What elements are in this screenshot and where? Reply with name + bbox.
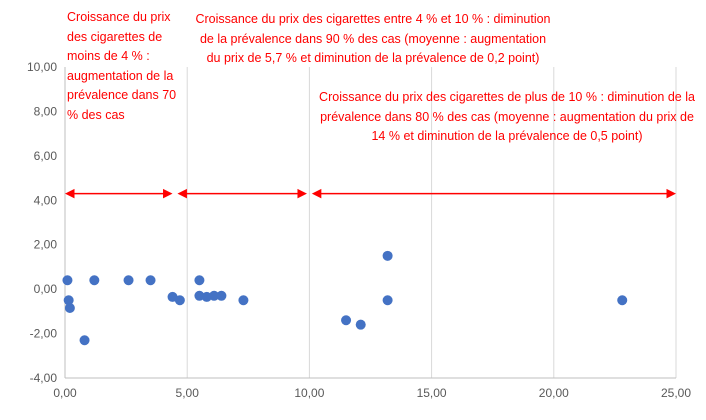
zone-arrow-head-right [163, 188, 173, 199]
y-tick-label: -2,00 [30, 327, 58, 341]
x-tick-label: 10,00 [294, 386, 324, 400]
scatter-point [64, 303, 75, 314]
scatter-point [194, 275, 205, 286]
scatter-point [216, 290, 227, 301]
scatter-point [209, 290, 220, 301]
scatter-point [62, 275, 73, 286]
annotation-growth-over-10pct: Croissance du prix des cigarettes de plu… [319, 90, 695, 143]
x-tick-label: 20,00 [539, 386, 569, 400]
zone-arrow-head-right [666, 188, 676, 199]
zone-arrow-head-left [311, 188, 322, 199]
y-tick-label: 10,00 [27, 60, 57, 74]
y-tick-label: 2,00 [34, 238, 58, 252]
zone-arrow-head-right [297, 188, 307, 199]
y-tick-label: -4,00 [30, 371, 58, 385]
scatter-point [79, 335, 90, 346]
scatter-point [145, 275, 156, 286]
scatter-point [174, 295, 185, 306]
x-tick-label: 25,00 [661, 386, 691, 400]
annotation-growth-under-4pct: Croissance du prix des cigarettes de moi… [67, 10, 177, 122]
scatter-point [123, 275, 134, 286]
y-tick-label: 6,00 [34, 149, 58, 163]
y-tick-label: 8,00 [34, 104, 58, 118]
scatter-point [341, 315, 352, 326]
zone-arrow-head-left [177, 188, 187, 199]
scatter-point [89, 275, 100, 286]
scatter-point [194, 290, 205, 301]
x-tick-label: 15,00 [417, 386, 447, 400]
scatter-point [201, 291, 212, 302]
scatter-point [382, 250, 393, 261]
scatter-point [617, 295, 628, 306]
x-tick-label: 0,00 [53, 386, 77, 400]
zone-arrow-head-left [65, 188, 75, 199]
scatter-point [238, 295, 249, 306]
x-tick-label: 5,00 [176, 386, 200, 400]
scatter-point [382, 295, 393, 306]
annotation-growth-4-to-10pct: Croissance du prix des cigarettes entre … [195, 12, 551, 65]
y-tick-label: 4,00 [34, 193, 58, 207]
y-tick-label: 0,00 [34, 282, 58, 296]
scatter-point [63, 295, 74, 306]
scatter-point [355, 319, 366, 330]
